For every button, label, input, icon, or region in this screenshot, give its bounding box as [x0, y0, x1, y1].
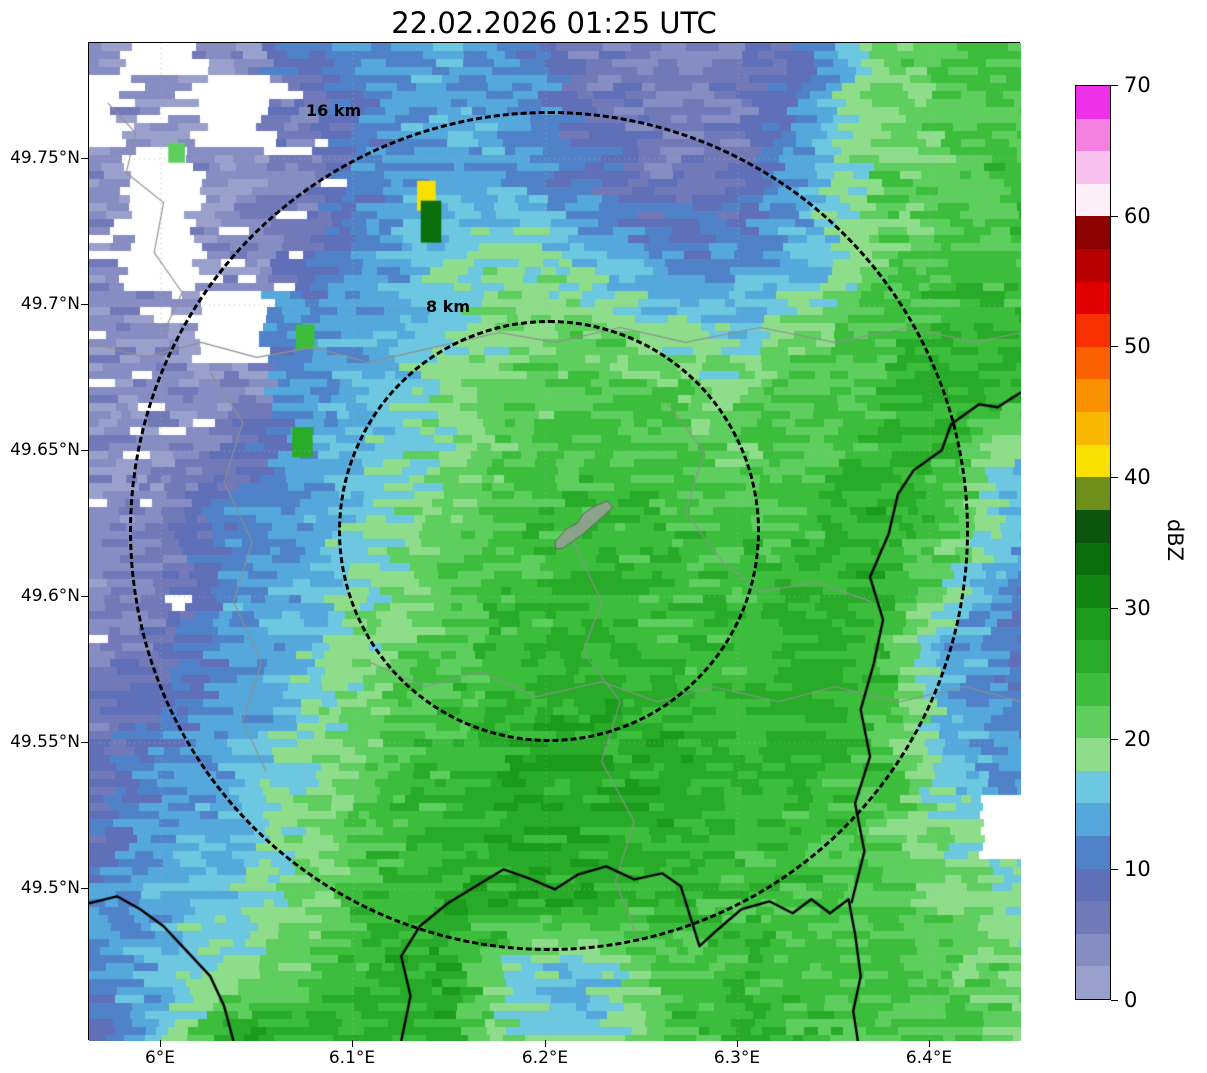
x-axis-tick-label: 6.4°E: [905, 1048, 953, 1068]
range-ring-8km-label: 8 km: [426, 297, 471, 316]
colorbar-segment: [1076, 542, 1110, 576]
colorbar-segment: [1076, 86, 1110, 119]
colorbar-segment: [1076, 672, 1110, 706]
x-axis-tick-label: 6°E: [144, 1048, 176, 1068]
colorbar-segment: [1076, 151, 1110, 184]
x-tick-mark: [929, 1040, 930, 1047]
colorbar-segment: [1076, 770, 1110, 804]
colorbar-segment: [1076, 281, 1110, 315]
colorbar-axis-label: dBZ: [1163, 518, 1187, 562]
y-axis-tick-label: 49.7°N: [20, 294, 80, 314]
colorbar-tick-label: 0: [1124, 988, 1138, 1012]
colorbar-tick-label: 40: [1124, 465, 1151, 490]
colorbar-gradient: [1075, 85, 1111, 1000]
x-axis-tick-label: 6.2°E: [521, 1048, 569, 1068]
colorbar-segment: [1076, 607, 1110, 641]
colorbar-segment: [1076, 118, 1110, 152]
colorbar-segment: [1076, 216, 1110, 250]
colorbar-tick-mark: [1111, 346, 1118, 348]
x-tick-mark: [352, 1040, 353, 1047]
colorbar-tick-mark: [1111, 869, 1118, 871]
colorbar-segment: [1076, 346, 1110, 380]
colorbar-segment: [1076, 379, 1110, 413]
colorbar-segment: [1076, 738, 1110, 771]
colorbar-segment: [1076, 575, 1110, 608]
x-tick-mark: [737, 1040, 738, 1047]
range-ring-8km: [338, 320, 760, 742]
y-axis-tick-label: 49.65°N: [10, 440, 80, 460]
colorbar-segment: [1076, 183, 1110, 217]
map-plot-area: 16 km 8 km: [88, 42, 1021, 1041]
colorbar-tick-mark: [1111, 738, 1118, 740]
colorbar-segment: [1076, 412, 1110, 445]
colorbar-segment: [1076, 314, 1110, 347]
range-ring-16km: [129, 111, 969, 951]
range-ring-16km-label: 16 km: [306, 101, 362, 120]
colorbar-tick-mark: [1111, 85, 1118, 86]
colorbar-segment: [1076, 868, 1110, 902]
y-tick-mark: [81, 596, 88, 597]
colorbar-tick-label: 30: [1124, 595, 1151, 620]
colorbar-tick-label: 20: [1124, 726, 1151, 751]
x-axis-tick-label: 6.3°E: [713, 1048, 761, 1068]
colorbar-segment: [1076, 933, 1110, 967]
colorbar-segment: [1076, 640, 1110, 673]
colorbar-segment: [1076, 836, 1110, 869]
y-axis-tick-label: 49.6°N: [20, 586, 80, 606]
colorbar-ticks: 0 10 20 30 40 50 60 70: [1111, 73, 1181, 1012]
y-tick-mark: [81, 742, 88, 743]
colorbar-segment: [1076, 705, 1110, 739]
colorbar-segment: [1076, 901, 1110, 934]
y-tick-mark: [81, 888, 88, 889]
x-axis-tick-label: 6.1°E: [328, 1048, 376, 1068]
colorbar-tick-label: 70: [1124, 73, 1151, 97]
x-tick-mark: [160, 1040, 161, 1047]
y-tick-mark: [81, 304, 88, 305]
y-axis-tick-label: 49.5°N: [20, 878, 80, 898]
colorbar-tick-label: 10: [1124, 857, 1151, 882]
colorbar-tick-mark: [1111, 607, 1118, 609]
colorbar-tick-mark: [1111, 1000, 1118, 1001]
y-tick-mark: [81, 158, 88, 159]
colorbar-tick-mark: [1111, 215, 1118, 217]
figure-title: 22.02.2026 01:25 UTC: [391, 6, 717, 40]
colorbar-segment: [1076, 509, 1110, 543]
colorbar-tick-mark: [1111, 477, 1118, 479]
colorbar-segment: [1076, 477, 1110, 510]
y-tick-mark: [81, 450, 88, 451]
colorbar-segment: [1076, 803, 1110, 837]
colorbar-tick-label: 50: [1124, 334, 1151, 359]
x-tick-mark: [545, 1040, 546, 1047]
colorbar-tick-label: 60: [1124, 203, 1151, 228]
colorbar-segment: [1076, 444, 1110, 478]
y-axis-tick-label: 49.75°N: [10, 148, 80, 168]
colorbar-segment: [1076, 249, 1110, 282]
y-axis-tick-label: 49.55°N: [10, 732, 80, 752]
colorbar-segment: [1076, 966, 1110, 1000]
